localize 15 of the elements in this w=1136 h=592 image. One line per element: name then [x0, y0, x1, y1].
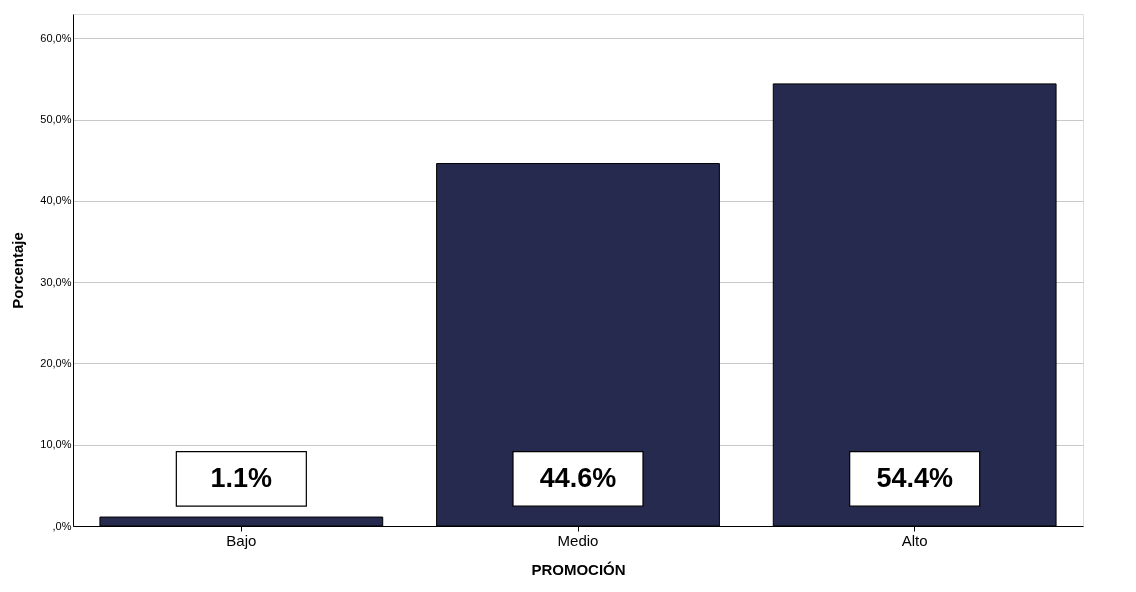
y-tick-label: 40,0% [40, 194, 72, 207]
data-label: 1.1% [210, 462, 273, 493]
y-tick-label: 10,0% [40, 438, 72, 451]
x-tick-label: Alto [901, 531, 928, 549]
x-tick-label: Medio [557, 531, 599, 549]
x-axis-title: PROMOCIÓN [531, 560, 626, 578]
y-tick-label: 60,0% [40, 31, 72, 44]
y-axis-title: Porcentaje [9, 232, 27, 309]
data-label: 54.4% [876, 462, 953, 493]
data-label: 44.6% [539, 462, 617, 493]
y-tick-label: 30,0% [40, 275, 72, 288]
y-tick-label: ,0% [52, 519, 72, 532]
y-tick-label: 20,0% [40, 356, 72, 369]
y-tick-label: 50,0% [40, 113, 72, 126]
x-tick-label: Bajo [226, 531, 257, 549]
